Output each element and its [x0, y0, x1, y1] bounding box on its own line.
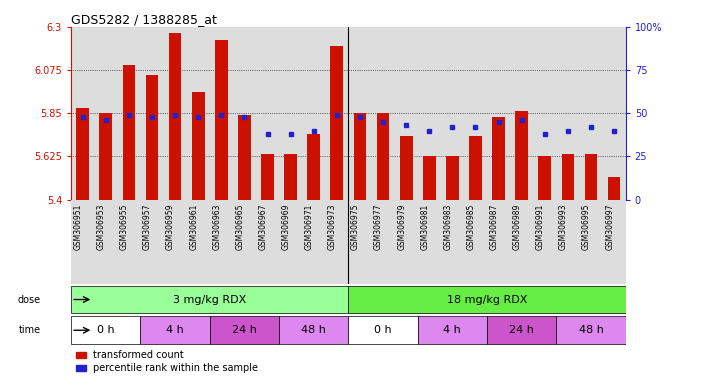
FancyBboxPatch shape — [71, 286, 348, 313]
Text: GSM306961: GSM306961 — [189, 204, 198, 250]
Text: GSM306989: GSM306989 — [513, 204, 522, 250]
Text: GSM306955: GSM306955 — [120, 204, 129, 250]
Bar — [400, 136, 412, 200]
Bar — [76, 108, 89, 200]
Text: GSM306983: GSM306983 — [444, 204, 452, 250]
Bar — [238, 115, 251, 200]
Bar — [584, 154, 597, 200]
Bar — [284, 154, 297, 200]
Bar — [169, 33, 181, 200]
Text: 18 mg/kg RDX: 18 mg/kg RDX — [447, 295, 528, 305]
Text: GSM306959: GSM306959 — [166, 204, 175, 250]
Text: 24 h: 24 h — [232, 325, 257, 335]
Text: 48 h: 48 h — [301, 325, 326, 335]
FancyBboxPatch shape — [487, 316, 556, 344]
Text: GDS5282 / 1388285_at: GDS5282 / 1388285_at — [71, 13, 217, 26]
FancyBboxPatch shape — [71, 316, 141, 344]
FancyBboxPatch shape — [556, 316, 626, 344]
Bar — [307, 134, 320, 200]
Text: GSM306993: GSM306993 — [559, 204, 568, 250]
Bar — [215, 40, 228, 200]
FancyBboxPatch shape — [348, 286, 626, 313]
Bar — [515, 111, 528, 200]
Text: 48 h: 48 h — [579, 325, 604, 335]
Text: 0 h: 0 h — [97, 325, 114, 335]
Bar — [608, 177, 621, 200]
Text: 0 h: 0 h — [374, 325, 392, 335]
FancyBboxPatch shape — [348, 316, 417, 344]
Bar — [192, 92, 205, 200]
Text: GSM306977: GSM306977 — [374, 204, 383, 250]
Text: GSM306971: GSM306971 — [305, 204, 314, 250]
Text: GSM306969: GSM306969 — [282, 204, 291, 250]
Text: GSM306967: GSM306967 — [259, 204, 267, 250]
Bar — [146, 75, 159, 200]
Bar — [377, 113, 390, 200]
Text: GSM306957: GSM306957 — [143, 204, 152, 250]
Text: dose: dose — [18, 295, 41, 305]
Legend: transformed count, percentile rank within the sample: transformed count, percentile rank withi… — [76, 351, 259, 373]
Text: time: time — [18, 325, 41, 335]
Bar — [538, 156, 551, 200]
Text: GSM306991: GSM306991 — [536, 204, 545, 250]
Bar — [492, 117, 505, 200]
Text: GSM306987: GSM306987 — [490, 204, 498, 250]
Text: GSM306981: GSM306981 — [420, 204, 429, 250]
Text: 4 h: 4 h — [444, 325, 461, 335]
Bar — [423, 156, 436, 200]
Text: GSM306965: GSM306965 — [235, 204, 245, 250]
Bar — [562, 154, 574, 200]
Text: GSM306975: GSM306975 — [351, 204, 360, 250]
Text: GSM306973: GSM306973 — [328, 204, 337, 250]
Bar — [261, 154, 274, 200]
Text: 24 h: 24 h — [509, 325, 534, 335]
Bar — [469, 136, 482, 200]
Bar — [100, 113, 112, 200]
Text: GSM306953: GSM306953 — [97, 204, 106, 250]
Text: 4 h: 4 h — [166, 325, 184, 335]
Text: GSM306995: GSM306995 — [582, 204, 591, 250]
Text: GSM306985: GSM306985 — [466, 204, 476, 250]
FancyBboxPatch shape — [417, 316, 487, 344]
Bar — [446, 156, 459, 200]
FancyBboxPatch shape — [279, 316, 348, 344]
FancyBboxPatch shape — [141, 316, 210, 344]
Text: GSM306979: GSM306979 — [397, 204, 406, 250]
Text: GSM306951: GSM306951 — [74, 204, 82, 250]
Bar — [331, 46, 343, 200]
Bar — [353, 113, 366, 200]
Bar — [122, 65, 135, 200]
FancyBboxPatch shape — [210, 316, 279, 344]
Text: GSM306997: GSM306997 — [605, 204, 614, 250]
Text: GSM306963: GSM306963 — [213, 204, 221, 250]
Text: 3 mg/kg RDX: 3 mg/kg RDX — [173, 295, 247, 305]
